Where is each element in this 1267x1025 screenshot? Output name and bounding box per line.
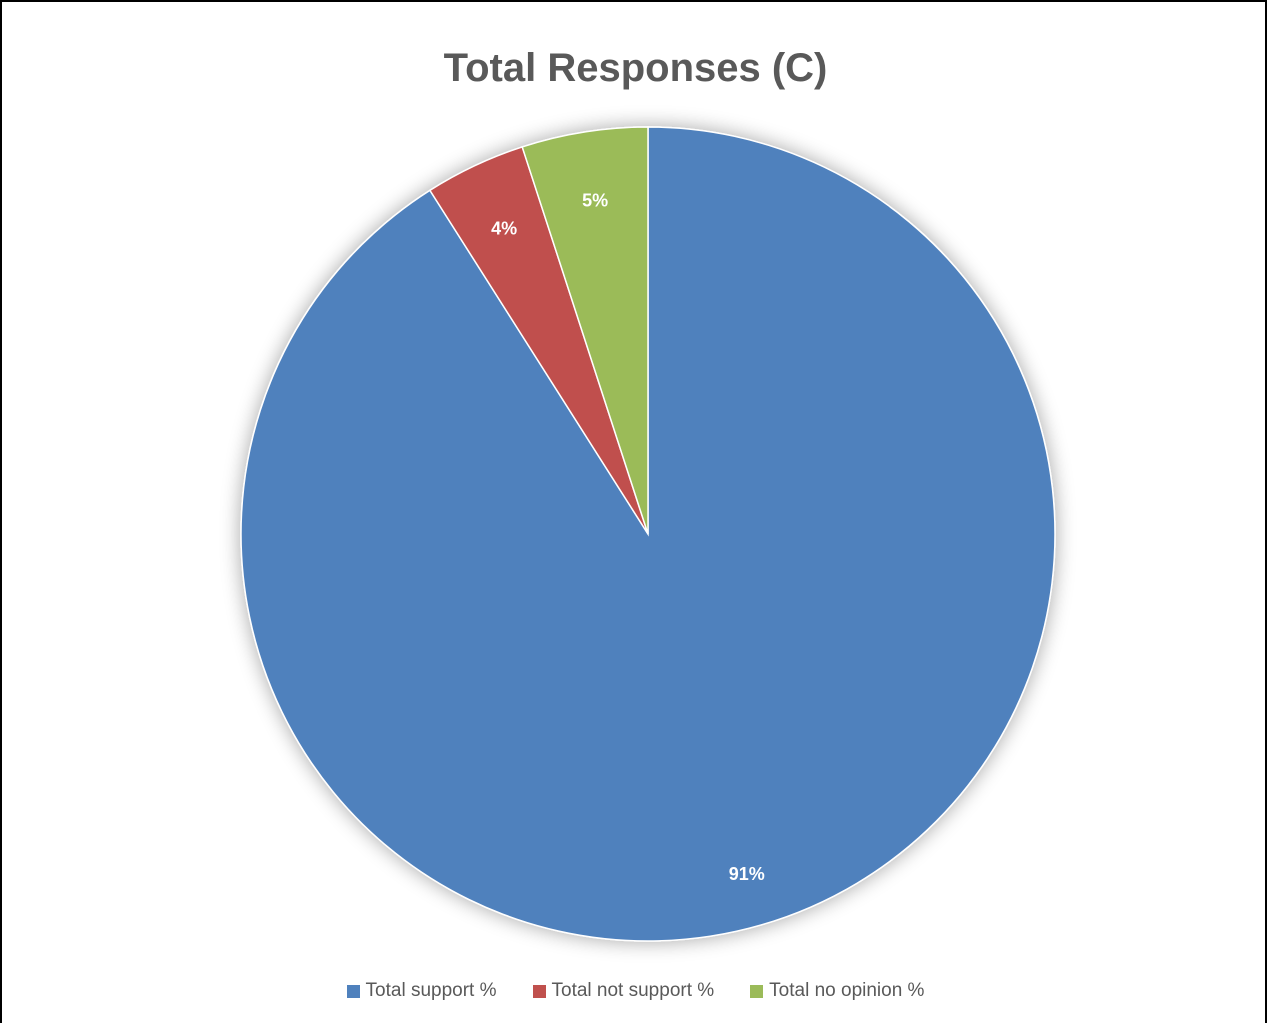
chart-legend: Total support % Total not support % Tota…	[2, 980, 1267, 1002]
legend-swatch-not-support	[532, 984, 546, 998]
legend-swatch-support	[346, 984, 360, 998]
pie-slices	[240, 126, 1056, 942]
data-label-support: 91%	[729, 864, 765, 884]
data-label-not-support: 4%	[491, 218, 517, 238]
legend-swatch-no-opinion	[750, 984, 764, 998]
legend-label-support: Total support %	[365, 980, 497, 1001]
legend-item-support: Total support %	[346, 980, 497, 1002]
pie-data-labels: 91% 4% 5%	[491, 190, 765, 884]
legend-item-not-support: Total not support %	[532, 980, 715, 1002]
legend-item-no-opinion: Total no opinion %	[750, 980, 924, 1002]
chart-title: Total Responses (C)	[443, 46, 828, 90]
legend-label-no-opinion: Total no opinion %	[769, 980, 925, 1001]
pie-slice-no-opinion	[521, 126, 649, 535]
data-label-no-opinion: 5%	[582, 190, 608, 210]
legend-label-not-support: Total not support %	[551, 980, 715, 1001]
